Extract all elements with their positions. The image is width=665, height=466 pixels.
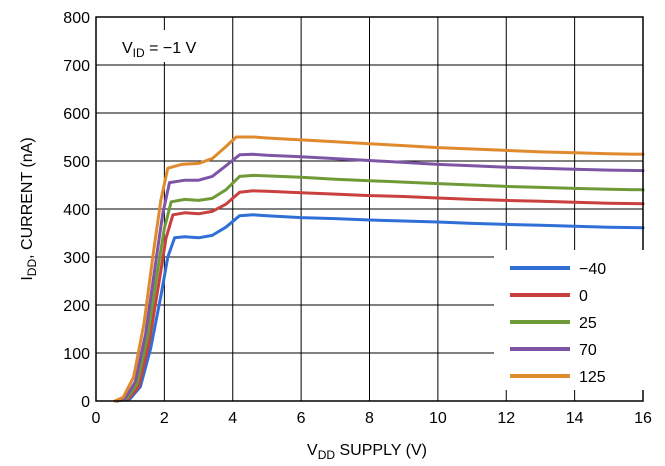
plot-frame [95, 16, 644, 402]
annotation-main: V [122, 40, 133, 57]
legend-label-0: −40 [579, 261, 606, 278]
x-tick-label: 6 [297, 410, 306, 427]
x-axis-title-rest: SUPPLY (V) [335, 442, 427, 459]
y-tick-label: 500 [63, 154, 90, 171]
annotation-background [100, 30, 230, 62]
legend: −40 0 25 70 125 [494, 250, 644, 390]
y-tick-label: 200 [63, 298, 90, 315]
annotation-sub: ID [133, 46, 145, 60]
y-axis-title: IDD, CURRENT (nA) [19, 137, 39, 280]
x-tick-label: 16 [634, 410, 652, 427]
x-axis-title-sub: DD [318, 448, 336, 462]
y-axis-title-main: I [19, 276, 36, 280]
legend-label-4: 125 [579, 369, 606, 386]
x-tick-label: 0 [92, 410, 101, 427]
y-axis-title-rest: , CURRENT (nA) [19, 137, 36, 259]
x-tick-label: 4 [228, 410, 237, 427]
y-axis-title-sub: DD [25, 259, 39, 277]
y-tick-label: 0 [81, 394, 90, 411]
x-tick-label: 14 [566, 410, 584, 427]
legend-label-3: 70 [579, 342, 597, 359]
y-tick-label: 700 [63, 58, 90, 75]
x-tick-label: 10 [429, 410, 447, 427]
x-tick-label: 12 [497, 410, 515, 427]
x-axis-title-main: V [307, 442, 318, 459]
series-line-1 [115, 189, 645, 403]
series-line-3 [115, 152, 645, 403]
annotation-rest: = −1 V [145, 40, 197, 57]
y-tick-label: 400 [63, 202, 90, 219]
x-axis-title: VDD SUPPLY (V) [307, 442, 427, 462]
series-layer [113, 135, 645, 403]
y-tick-label: 800 [63, 10, 90, 27]
legend-label-2: 25 [579, 315, 597, 332]
series-line-4 [113, 135, 645, 403]
y-tick-label: 600 [63, 106, 90, 123]
x-tick-labels: 0 2 4 6 8 10 12 14 16 [92, 410, 652, 427]
x-tick-label: 8 [365, 410, 374, 427]
legend-label-1: 0 [579, 288, 588, 305]
series-line-0 [115, 213, 645, 403]
y-tick-label: 300 [63, 250, 90, 267]
x-tick-label: 2 [160, 410, 169, 427]
grid [96, 17, 643, 401]
y-tick-label: 100 [63, 346, 90, 363]
series-line-2 [115, 173, 645, 403]
annotation: VID = −1 V [122, 40, 197, 60]
y-tick-labels: 0 100 200 300 400 500 600 700 800 [63, 10, 90, 411]
